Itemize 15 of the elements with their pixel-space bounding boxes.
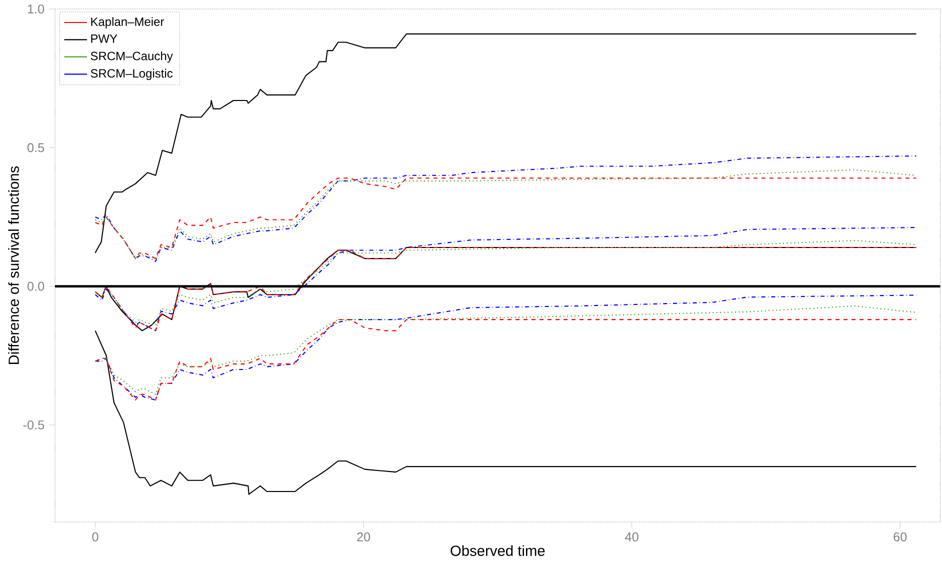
line-series [94, 330, 917, 495]
y-tick-label: -0.5 [23, 420, 44, 430]
y-tick-label: 0.0 [27, 282, 44, 291]
legend-label: Kaplan–Meier [91, 17, 164, 28]
x-tick-label: 20 [357, 532, 370, 542]
legend-label: SRCM–Cauchy [90, 51, 173, 63]
y-axis-title: Difference of survival functions [8, 166, 19, 364]
x-axis-title: Observed time [450, 545, 545, 556]
legend-label: SRCM–Logistic [90, 68, 173, 80]
legend-label: PWY [91, 34, 118, 43]
x-tick-label: 0 [92, 532, 98, 542]
x-tick-label: 40 [625, 532, 638, 542]
y-tick-label: 1.0 [28, 4, 44, 14]
x-tick-label: 60 [894, 532, 907, 542]
y-tick-label: 0.5 [27, 143, 44, 152]
